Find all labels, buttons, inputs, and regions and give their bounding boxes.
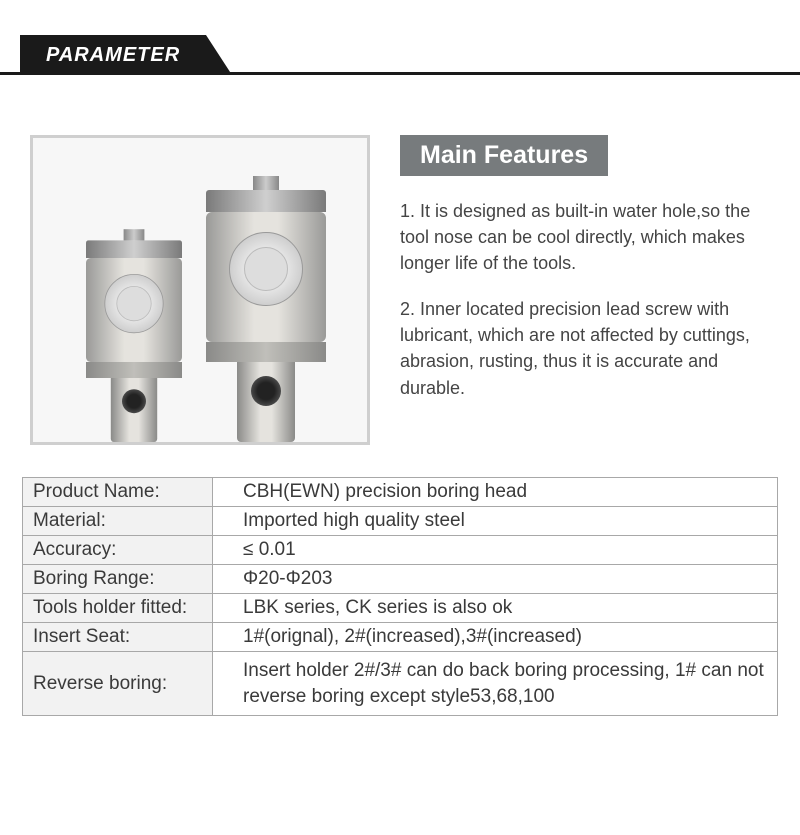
table-row: Product Name:CBH(EWN) precision boring h… xyxy=(23,478,778,507)
spec-value: ≤ 0.01 xyxy=(213,536,778,565)
spec-label: Boring Range: xyxy=(23,565,213,594)
spec-value: 1#(orignal), 2#(increased),3#(increased) xyxy=(213,623,778,652)
spec-value: Insert holder 2#/3# can do back boring p… xyxy=(213,652,778,716)
product-photo xyxy=(30,135,370,445)
boring-head-large xyxy=(206,190,326,442)
boring-head-small xyxy=(86,240,182,442)
spec-value: LBK series, CK series is also ok xyxy=(213,594,778,623)
header-bar: PARAMETER xyxy=(0,35,800,75)
spec-label: Product Name: xyxy=(23,478,213,507)
table-row: Material:Imported high quality steel xyxy=(23,507,778,536)
features-block: Main Features 1. It is designed as built… xyxy=(400,135,770,445)
spec-label: Tools holder fitted: xyxy=(23,594,213,623)
spec-label: Accuracy: xyxy=(23,536,213,565)
spec-label: Material: xyxy=(23,507,213,536)
table-row: Reverse boring:Insert holder 2#/3# can d… xyxy=(23,652,778,716)
header-title: PARAMETER xyxy=(20,35,206,75)
feature-item-1: 1. It is designed as built-in water hole… xyxy=(400,198,770,276)
feature-item-2: 2. Inner located precision lead screw wi… xyxy=(400,296,770,400)
spec-value: Φ20-Φ203 xyxy=(213,565,778,594)
spec-label: Insert Seat: xyxy=(23,623,213,652)
table-row: Accuracy:≤ 0.01 xyxy=(23,536,778,565)
table-row: Insert Seat:1#(orignal), 2#(increased),3… xyxy=(23,623,778,652)
spec-table: Product Name:CBH(EWN) precision boring h… xyxy=(22,477,778,716)
spec-value: CBH(EWN) precision boring head xyxy=(213,478,778,507)
spec-value: Imported high quality steel xyxy=(213,507,778,536)
features-heading: Main Features xyxy=(400,135,608,176)
spec-label: Reverse boring: xyxy=(23,652,213,716)
table-row: Boring Range:Φ20-Φ203 xyxy=(23,565,778,594)
upper-section: Main Features 1. It is designed as built… xyxy=(0,135,800,445)
table-row: Tools holder fitted:LBK series, CK serie… xyxy=(23,594,778,623)
